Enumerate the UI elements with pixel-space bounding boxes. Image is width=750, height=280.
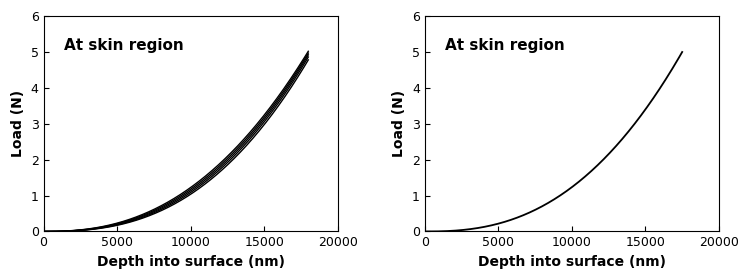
Y-axis label: Load (N): Load (N) xyxy=(11,90,25,157)
Text: At skin region: At skin region xyxy=(64,38,184,53)
Y-axis label: Load (N): Load (N) xyxy=(392,90,406,157)
Text: At skin region: At skin region xyxy=(446,38,565,53)
X-axis label: Depth into surface (nm): Depth into surface (nm) xyxy=(97,255,284,269)
X-axis label: Depth into surface (nm): Depth into surface (nm) xyxy=(478,255,666,269)
